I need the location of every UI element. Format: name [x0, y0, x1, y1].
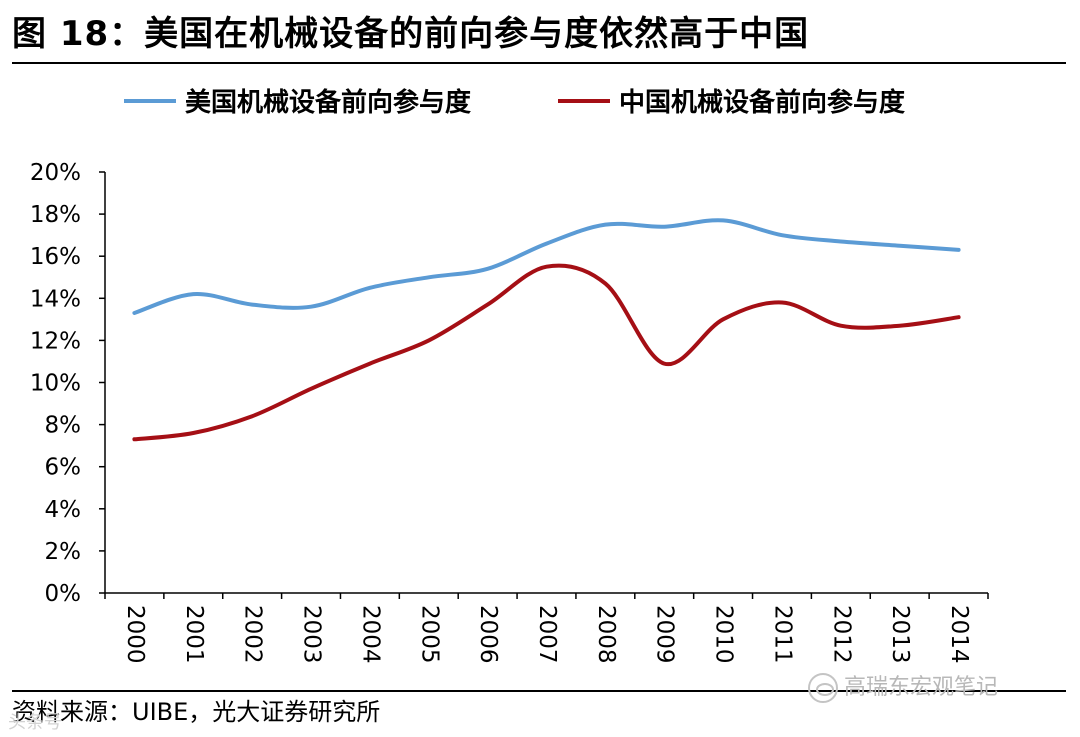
y-tick-label: 8% [45, 413, 82, 439]
legend-label-1: 中国机械设备前向参与度 [619, 87, 905, 118]
data-point [546, 243, 548, 245]
data-point [310, 388, 312, 390]
data-point [663, 226, 665, 228]
data-point [899, 245, 901, 247]
data-point [722, 319, 724, 321]
y-tick-label: 2% [45, 539, 82, 565]
data-point [487, 304, 489, 306]
data-point [899, 325, 901, 327]
series-line-1 [132, 263, 961, 442]
data-point [251, 304, 253, 306]
x-tick-label: 2010 [711, 605, 737, 664]
source-note: 资料来源：UIBE，光大证券研究所 [12, 698, 381, 726]
x-tick-label: 2001 [181, 605, 207, 664]
x-tick-label: 2007 [534, 605, 560, 664]
series-lines [132, 218, 961, 442]
y-tick-label: 20% [30, 160, 81, 186]
x-tick-label: 2004 [357, 605, 383, 664]
x-tick-label: 2006 [475, 605, 501, 664]
data-point [840, 241, 842, 243]
data-point [487, 268, 489, 270]
y-tick-label: 12% [30, 328, 81, 354]
line-chart: 美国机械设备前向参与度 中国机械设备前向参与度 0% 2% 4% 6% 8% 10% 12% 1… [30, 87, 989, 664]
data-point [781, 234, 783, 236]
legend: 美国机械设备前向参与度 中国机械设备前向参与度 [124, 87, 905, 118]
x-tick-label: 2005 [416, 605, 442, 664]
x-tick-label: 2014 [946, 605, 972, 664]
y-tick-label: 16% [30, 244, 81, 270]
title-divider [12, 62, 1066, 64]
data-point [134, 312, 136, 314]
watermark-text: 高瑞东宏观笔记 [844, 675, 999, 700]
data-point [193, 293, 195, 295]
data-point [428, 340, 430, 342]
data-point [605, 283, 607, 285]
x-tick-label: 2011 [769, 605, 795, 664]
y-tick-label: 14% [30, 286, 81, 312]
data-point [958, 316, 960, 318]
legend-label-0: 美国机械设备前向参与度 [185, 87, 471, 118]
axes: 0% 2% 4% 6% 8% 10% 12% 14% 16% 18% 20% 2000 2001 2002… [30, 160, 989, 664]
data-point [369, 287, 371, 289]
data-point [251, 415, 253, 417]
x-tick-label: 2000 [122, 605, 148, 664]
figure-title: 图 18：美国在机械设备的前向参与度依然高于中国 [12, 14, 810, 54]
x-tick-label: 2008 [593, 605, 619, 664]
source-divider [12, 690, 1066, 692]
data-point [663, 363, 665, 365]
data-point [310, 306, 312, 308]
x-tick-label: 2009 [652, 605, 678, 664]
watermark: 高瑞东宏观笔记 [808, 668, 998, 708]
y-tick-label: 18% [30, 202, 81, 228]
data-point [428, 276, 430, 278]
y-tick-label: 10% [30, 371, 81, 397]
data-point [546, 266, 548, 268]
data-point [958, 249, 960, 251]
data-point [605, 224, 607, 226]
data-point [781, 302, 783, 304]
series-line-0 [132, 218, 961, 315]
wechat-icon [808, 673, 838, 703]
x-tick-label: 2003 [299, 605, 325, 664]
data-point [193, 432, 195, 434]
data-point [840, 325, 842, 327]
faint-watermark: 头条号 [8, 712, 62, 733]
y-tick-label: 6% [45, 455, 82, 481]
y-tick-label: 4% [45, 497, 82, 523]
data-point [722, 220, 724, 222]
x-tick-label: 2013 [887, 605, 913, 664]
x-tick-label: 2002 [240, 605, 266, 664]
x-tick-label: 2012 [828, 605, 854, 664]
y-tick-label: 0% [45, 581, 82, 607]
data-point [134, 439, 136, 441]
data-point [369, 363, 371, 365]
